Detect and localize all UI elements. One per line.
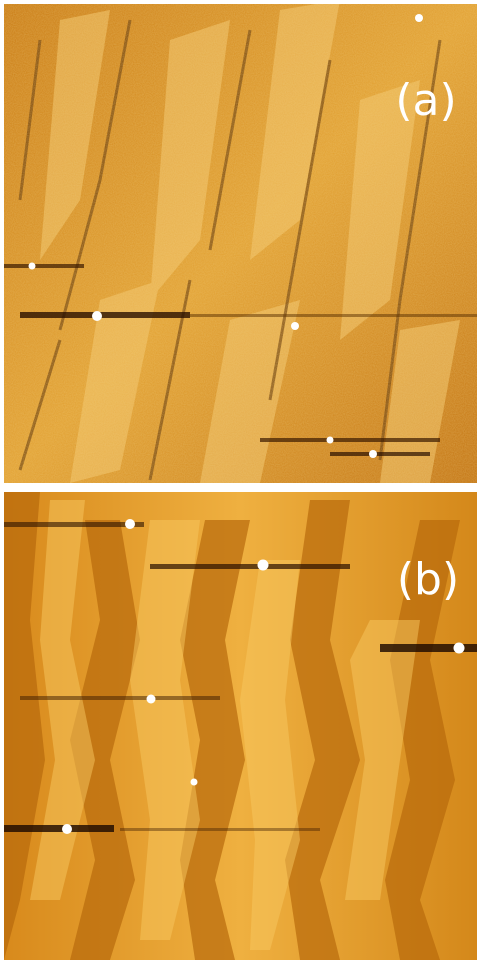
panel-a-image: [4, 0, 477, 483]
panel-label: (b): [397, 554, 459, 605]
page: (a) (b) (() => { const data = JSON.: [0, 0, 481, 966]
panel-label: (a): [395, 75, 456, 126]
figure: (a) (b): [0, 0, 481, 966]
